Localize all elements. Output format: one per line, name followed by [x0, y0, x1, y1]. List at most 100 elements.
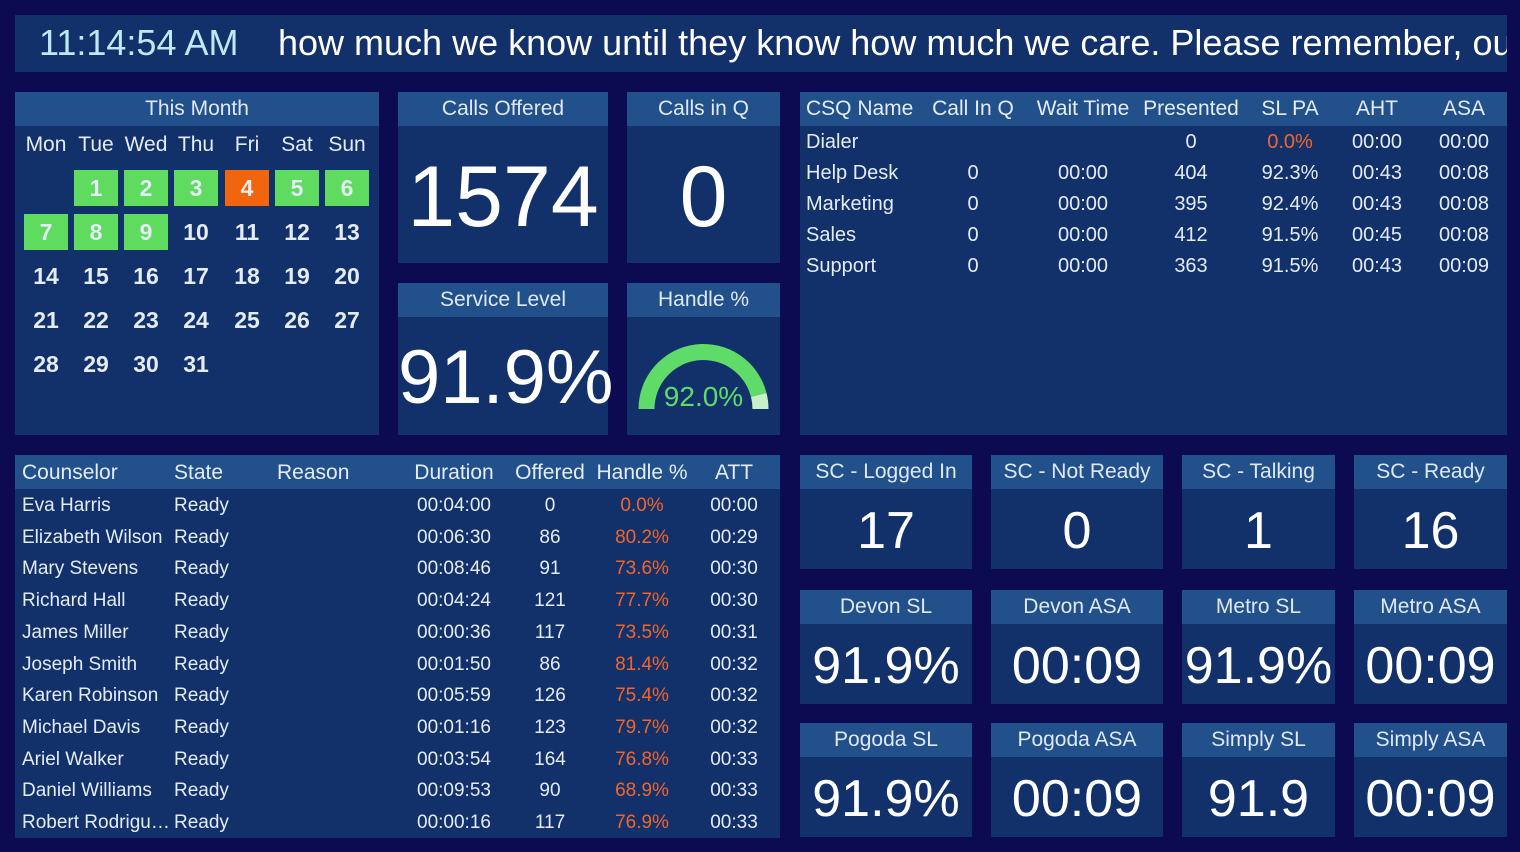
table-cell: Marketing — [806, 193, 894, 215]
table-cell: 0 — [1185, 131, 1197, 153]
panel-header: Simply ASA — [1354, 723, 1507, 757]
stat-tile: Simply ASA 00:09 — [1354, 723, 1507, 837]
table-cell: 00:00:16 — [417, 812, 491, 833]
column-header: SL PA — [1261, 97, 1319, 120]
day-highlight — [124, 170, 168, 206]
table-cell: 00:30 — [710, 558, 758, 580]
calendar: This Month Mon Tue Wed Thu Fri Sat Sun 1 2 3 4 5 6 7 8 9… — [15, 92, 379, 435]
day: 31 — [183, 351, 209, 377]
table-cell: 412 — [1174, 224, 1208, 246]
tile-value: 17 — [857, 502, 915, 560]
table-cell: 0 — [967, 193, 979, 215]
weekday: Wed — [124, 133, 168, 156]
weekday: Fri — [234, 133, 260, 156]
stat-tile: SC - Talking 1 — [1182, 455, 1335, 569]
table-cell: 91.5% — [1261, 255, 1319, 277]
table-cell: Ready — [174, 716, 229, 738]
kpi-value: 0 — [679, 148, 728, 245]
tile-value: 00:09 — [1011, 770, 1143, 828]
table-cell: Support — [806, 255, 877, 277]
panel-header: Handle % — [627, 283, 780, 317]
column-header: Call In Q — [932, 97, 1014, 120]
table-cell: 00:00:36 — [417, 621, 491, 643]
day: 24 — [183, 307, 209, 333]
table-cell: 00:05:59 — [417, 685, 491, 707]
day-highlight — [275, 170, 319, 206]
day: 16 — [133, 263, 159, 289]
table-cell: 00:00 — [1057, 193, 1109, 215]
panel-header: SC - Logged In — [800, 455, 972, 489]
table-cell: 123 — [534, 716, 566, 738]
panel-header: SC - Ready — [1354, 455, 1507, 489]
table-cell: 76.9% — [615, 812, 669, 833]
day-highlight — [24, 214, 68, 250]
table-cell: Eva Harris — [22, 495, 111, 516]
day: 3 — [189, 175, 203, 201]
table-cell: James Miller — [22, 621, 129, 643]
day: 12 — [284, 219, 310, 245]
table-cell: 00:04:24 — [417, 590, 491, 612]
table-cell: 121 — [534, 590, 566, 612]
table-cell: 00:43 — [1351, 255, 1403, 277]
clock: 11:14:54 AM — [39, 22, 239, 63]
day: 14 — [33, 263, 59, 289]
day: 23 — [133, 307, 159, 333]
table-cell: 00:00 — [1351, 131, 1403, 153]
table-cell: Richard Hall — [22, 590, 126, 612]
table-cell: 92.3% — [1261, 162, 1319, 184]
day-highlight — [74, 214, 118, 250]
table-cell: Ready — [174, 812, 229, 833]
table-cell: Daniel Williams — [22, 780, 152, 802]
table-cell: Elizabeth Wilson — [22, 526, 163, 548]
column-header: State — [174, 461, 224, 484]
table-cell: 00:00 — [710, 495, 758, 516]
table-cell: 68.9% — [615, 780, 669, 802]
table-cell: Ready — [174, 590, 229, 612]
weekday: Tue — [78, 133, 114, 156]
table-cell: 363 — [1174, 255, 1208, 277]
table-cell: Ready — [174, 748, 229, 770]
table-cell: 164 — [534, 748, 566, 770]
gauge-fill — [638, 344, 767, 409]
handle: Handle % 92.0% — [627, 283, 780, 435]
table-cell: 92.4% — [1261, 193, 1319, 215]
table-cell: 0.0% — [1267, 131, 1313, 153]
table-cell: Ready — [174, 685, 229, 707]
day: 30 — [133, 351, 159, 377]
table-header-bg — [800, 92, 1507, 126]
day: 28 — [33, 351, 59, 377]
day-highlight — [325, 170, 369, 206]
service-level: Service Level 91.9% — [398, 283, 614, 435]
table-cell: 00:45 — [1351, 224, 1403, 246]
tile-value: 00:09 — [1365, 637, 1496, 695]
table-cell: Karen Robinson — [22, 685, 159, 707]
table-cell: 00:29 — [710, 526, 758, 548]
counselor-table: Counselor State Reason Duration Offered Handl… — [15, 455, 780, 838]
table-cell: Sales — [806, 224, 857, 246]
table-cell: Ready — [174, 621, 229, 643]
day: 18 — [234, 263, 260, 289]
column-header: Presented — [1143, 97, 1239, 120]
weekday: Sun — [328, 133, 366, 156]
top-bar: how much we know until they know how muc… — [15, 15, 1507, 72]
table-cell: 00:33 — [710, 748, 758, 770]
panel-header: Calls in Q — [627, 92, 780, 126]
table-cell: 0 — [967, 255, 979, 277]
panel-header: Calls Offered — [398, 92, 608, 126]
panel-header: Devon ASA — [991, 590, 1163, 624]
table-cell: 00:32 — [710, 685, 758, 707]
table-cell: Joseph Smith — [22, 653, 138, 675]
kpi-value: 1574 — [407, 148, 599, 245]
day: 1 — [89, 175, 103, 201]
table-cell: 395 — [1174, 193, 1208, 215]
day: 7 — [39, 219, 53, 245]
table-cell: 76.8% — [615, 748, 669, 770]
table-cell: 00:32 — [710, 716, 758, 738]
table-cell: 0.0% — [620, 495, 664, 516]
table-cell: 81.4% — [615, 653, 669, 675]
panel-header: Devon SL — [800, 590, 972, 624]
day: 5 — [290, 175, 304, 201]
clock-box: 11:14:54 AM — [15, 15, 263, 72]
day-highlight — [225, 170, 269, 206]
table-cell: 00:33 — [710, 812, 758, 833]
